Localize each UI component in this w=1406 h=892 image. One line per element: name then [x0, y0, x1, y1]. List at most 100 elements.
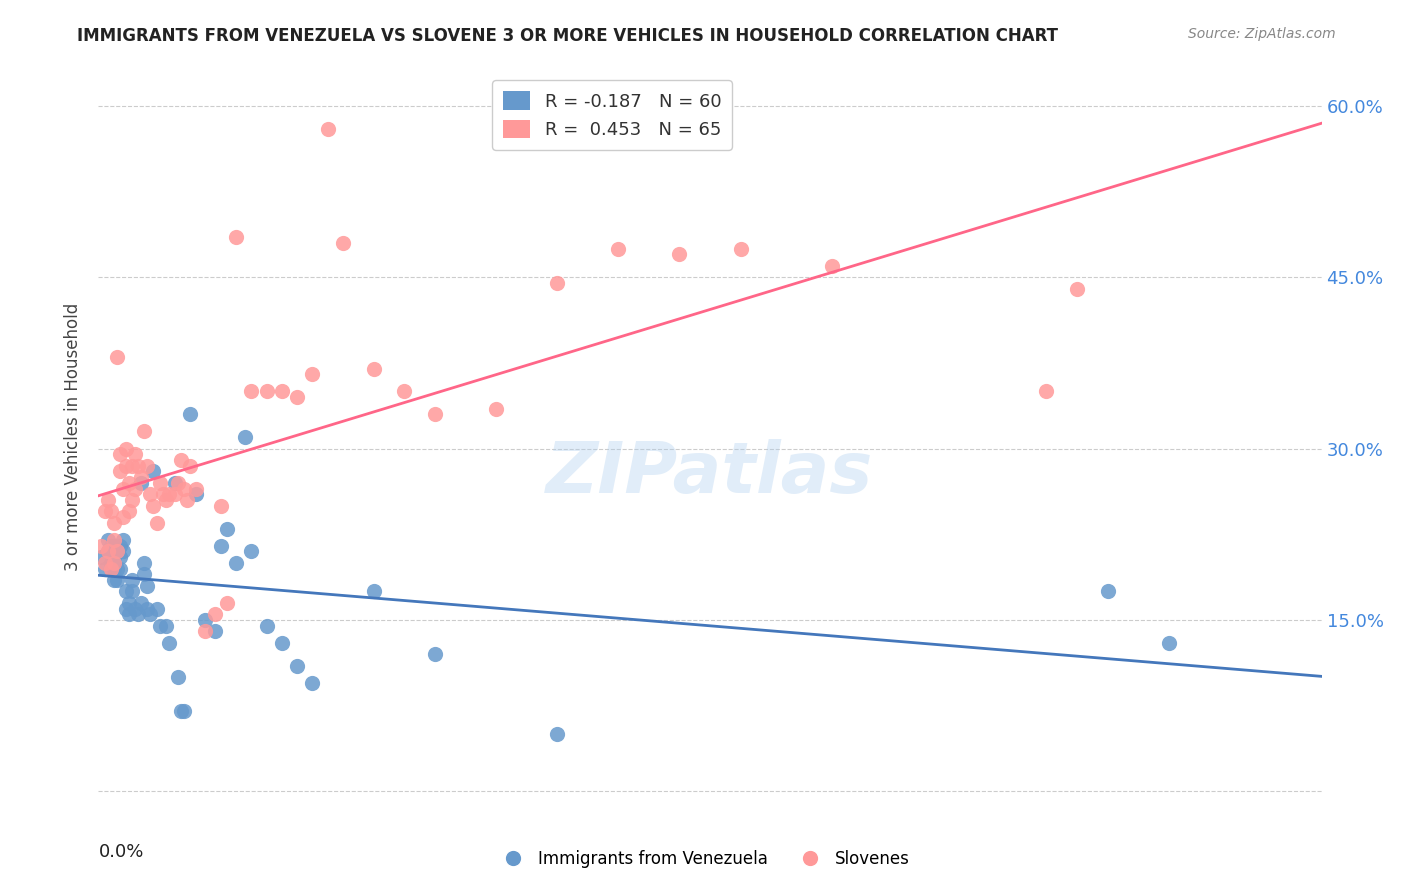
Point — [256, 618, 278, 632]
Legend: R = -0.187   N = 60, R =  0.453   N = 65: R = -0.187 N = 60, R = 0.453 N = 65 — [492, 80, 733, 150]
Point — [176, 492, 198, 507]
Point — [111, 533, 134, 547]
Point — [363, 361, 385, 376]
Point — [142, 499, 165, 513]
Y-axis label: 3 or more Vehicles in Household: 3 or more Vehicles in Household — [65, 303, 83, 571]
Point — [105, 350, 128, 364]
Point — [134, 556, 156, 570]
Point — [301, 675, 323, 690]
Point — [423, 647, 446, 661]
Point — [121, 573, 143, 587]
Point — [103, 533, 125, 547]
Point — [285, 658, 308, 673]
Point — [139, 487, 162, 501]
Point — [173, 705, 195, 719]
Point — [1066, 281, 1088, 295]
Point — [485, 401, 508, 416]
Point — [136, 601, 159, 615]
Point — [423, 407, 446, 421]
Text: 0.0%: 0.0% — [98, 843, 143, 861]
Point — [607, 242, 630, 256]
Point — [111, 510, 134, 524]
Point — [103, 516, 125, 530]
Point — [108, 550, 131, 565]
Legend: Immigrants from Venezuela, Slovenes: Immigrants from Venezuela, Slovenes — [489, 844, 917, 875]
Point — [179, 407, 201, 421]
Point — [127, 607, 149, 622]
Point — [163, 487, 186, 501]
Point — [108, 539, 131, 553]
Point — [1157, 636, 1180, 650]
Point — [136, 458, 159, 473]
Point — [121, 584, 143, 599]
Point — [157, 636, 180, 650]
Point — [97, 544, 120, 558]
Point — [170, 705, 193, 719]
Point — [155, 618, 177, 632]
Point — [332, 235, 354, 250]
Point — [118, 607, 141, 622]
Point — [149, 475, 172, 490]
Point — [97, 492, 120, 507]
Point — [209, 539, 232, 553]
Point — [668, 247, 690, 261]
Point — [118, 504, 141, 518]
Point — [134, 567, 156, 582]
Point — [186, 482, 208, 496]
Point — [546, 276, 568, 290]
Point — [163, 475, 186, 490]
Point — [115, 601, 138, 615]
Point — [93, 556, 115, 570]
Point — [546, 727, 568, 741]
Point — [115, 458, 138, 473]
Point — [167, 475, 190, 490]
Point — [124, 482, 146, 496]
Point — [127, 458, 149, 473]
Point — [103, 539, 125, 553]
Point — [100, 561, 122, 575]
Point — [142, 464, 165, 478]
Point — [215, 521, 238, 535]
Point — [157, 487, 180, 501]
Point — [121, 458, 143, 473]
Point — [129, 470, 152, 484]
Point — [240, 544, 263, 558]
Point — [100, 556, 122, 570]
Point — [93, 504, 115, 518]
Point — [225, 556, 247, 570]
Point — [225, 230, 247, 244]
Point — [215, 596, 238, 610]
Point — [103, 561, 125, 575]
Point — [90, 539, 112, 553]
Point — [136, 579, 159, 593]
Point — [108, 561, 131, 575]
Point — [145, 516, 167, 530]
Point — [149, 618, 172, 632]
Point — [363, 584, 385, 599]
Point — [270, 636, 292, 650]
Point — [285, 390, 308, 404]
Point — [316, 121, 339, 136]
Point — [1097, 584, 1119, 599]
Point — [100, 539, 122, 553]
Point — [204, 607, 226, 622]
Point — [105, 544, 128, 558]
Point — [233, 430, 256, 444]
Point — [105, 561, 128, 575]
Point — [105, 544, 128, 558]
Point — [821, 259, 844, 273]
Point — [93, 561, 115, 575]
Point — [194, 624, 217, 639]
Point — [115, 584, 138, 599]
Text: ZIPatlas: ZIPatlas — [547, 439, 873, 508]
Point — [167, 670, 190, 684]
Text: IMMIGRANTS FROM VENEZUELA VS SLOVENE 3 OR MORE VEHICLES IN HOUSEHOLD CORRELATION: IMMIGRANTS FROM VENEZUELA VS SLOVENE 3 O… — [77, 27, 1059, 45]
Point — [392, 384, 416, 399]
Point — [103, 573, 125, 587]
Point — [118, 596, 141, 610]
Point — [108, 447, 131, 461]
Point — [124, 447, 146, 461]
Point — [186, 487, 208, 501]
Point — [256, 384, 278, 399]
Point — [103, 550, 125, 565]
